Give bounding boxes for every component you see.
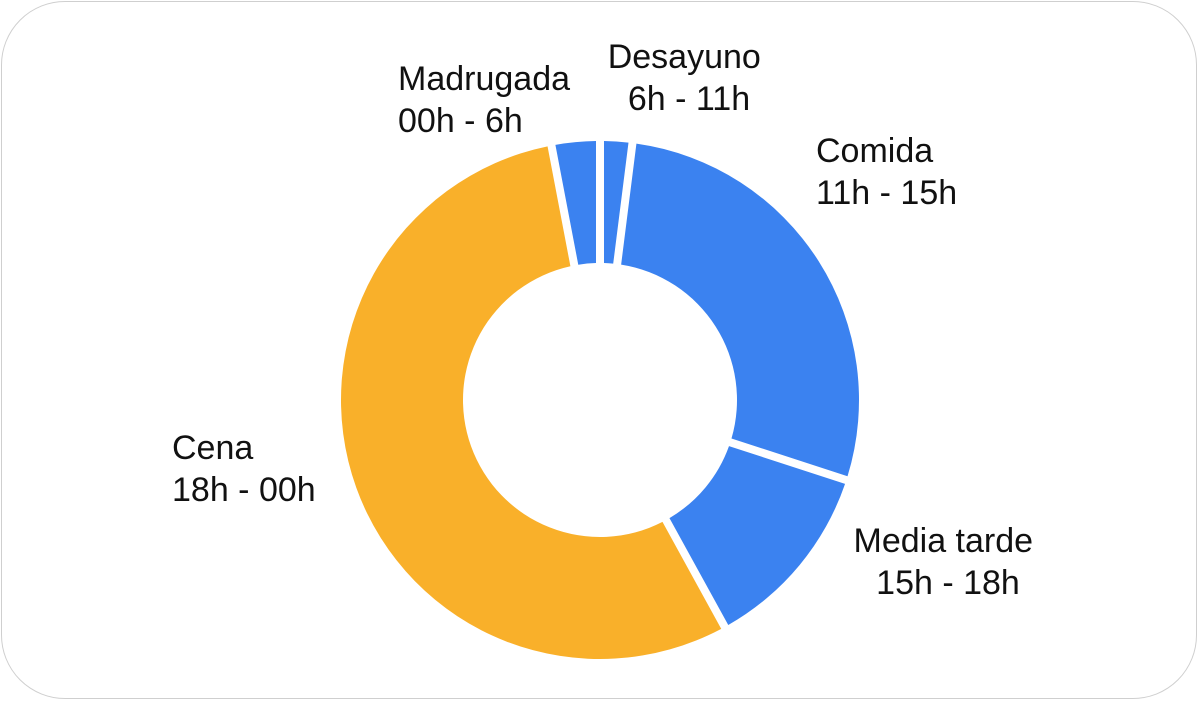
label-cena-name: Cena <box>172 429 253 467</box>
label-media-tarde-name: Media tarde <box>854 522 1034 560</box>
label-desayuno-name: Desayuno <box>608 38 761 76</box>
label-madrugada-range: 00h - 6h <box>398 102 523 140</box>
svg-text:Desayuno 6h - 11h: Desayuno 6h - 11h <box>608 38 771 118</box>
label-comida-name: Comida <box>816 132 933 170</box>
donut-slices <box>341 141 859 660</box>
svg-text:Cena 18h - 00h: Cena 18h - 00h <box>172 429 316 509</box>
slice-desayuno <box>604 141 629 264</box>
label-comida-range: 11h - 15h <box>816 174 957 212</box>
slice-labels: Desayuno 6h - 11h Comida 11h - 15h Media… <box>172 38 1043 602</box>
label-cena-range: 18h - 00h <box>172 471 316 509</box>
slice-madrugada <box>555 141 596 265</box>
svg-text:Madrugada 00h - 6h: Madrugada 00h - 6h <box>398 60 579 140</box>
slice-cena <box>341 146 722 660</box>
slice-media-tarde <box>669 446 846 626</box>
svg-text:Comida 11h - 15h: Comida 11h - 15h <box>816 132 957 212</box>
label-madrugada-name: Madrugada <box>398 60 570 98</box>
slice-comida <box>621 143 859 477</box>
label-desayuno-range: 6h - 11h <box>628 80 750 118</box>
label-media-tarde-range: 15h - 18h <box>876 564 1020 602</box>
svg-text:Media tarde 15h - 18h: Media tarde 15h - 18h <box>854 522 1043 602</box>
